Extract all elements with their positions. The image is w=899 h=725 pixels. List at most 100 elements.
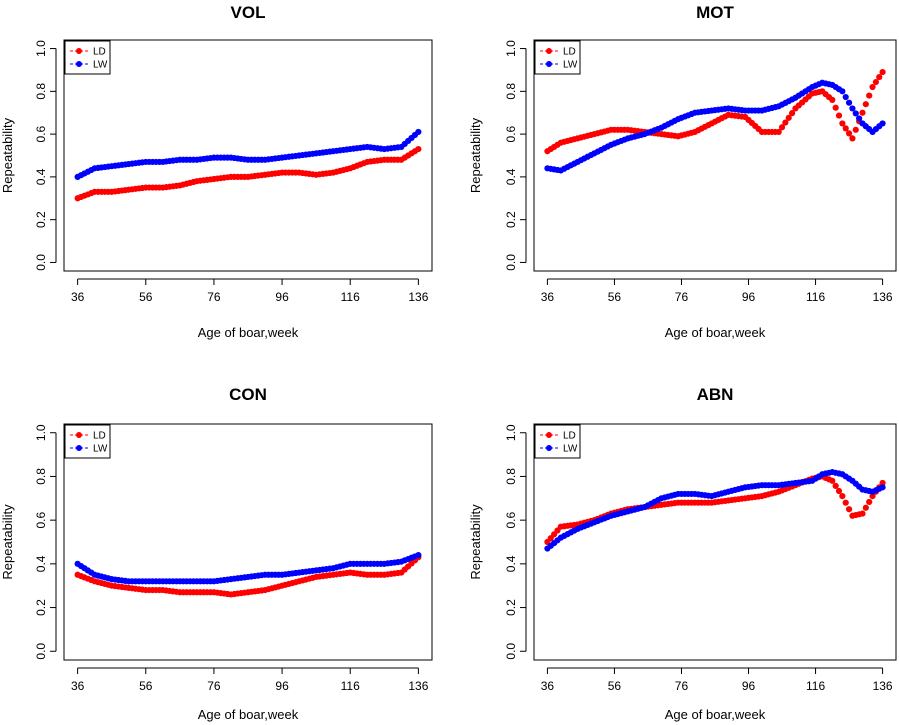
data-point bbox=[778, 124, 786, 131]
x-tick-label: 116 bbox=[341, 290, 360, 304]
series-ld bbox=[74, 554, 422, 598]
x-axis-label: Age of boar,week bbox=[198, 325, 299, 340]
x-tick-label: 136 bbox=[408, 679, 428, 693]
legend-label-lw: LW bbox=[563, 444, 578, 455]
y-tick-label: 1.0 bbox=[504, 424, 518, 441]
data-point bbox=[842, 499, 849, 506]
legend-box bbox=[534, 40, 581, 75]
plot-frame bbox=[533, 39, 897, 272]
x-tick-label: 56 bbox=[139, 290, 153, 304]
data-point bbox=[849, 105, 856, 112]
legend-marker-lw bbox=[76, 445, 82, 451]
x-tick-label: 76 bbox=[207, 679, 221, 693]
x-tick-label: 136 bbox=[408, 290, 428, 304]
data-point bbox=[876, 73, 883, 81]
y-tick-label: 0.0 bbox=[34, 254, 48, 271]
legend-label-ld: LD bbox=[93, 47, 106, 58]
data-point bbox=[782, 119, 789, 126]
legend: LD LW bbox=[64, 424, 111, 459]
y-tick-label: 0.2 bbox=[34, 211, 48, 228]
data-point bbox=[845, 99, 853, 106]
legend-marker-lw bbox=[546, 61, 552, 67]
series-ld bbox=[544, 473, 886, 546]
x-tick-label: 56 bbox=[608, 290, 622, 304]
y-tick-label: 0.4 bbox=[34, 555, 48, 572]
data-point bbox=[859, 510, 866, 517]
legend-marker-ld bbox=[546, 48, 552, 54]
data-point bbox=[862, 504, 869, 511]
x-tick-label: 96 bbox=[275, 290, 289, 304]
y-axis-label: Repeatability bbox=[468, 504, 483, 580]
data-point bbox=[415, 128, 422, 136]
y-tick-label: 0.0 bbox=[504, 643, 518, 660]
chart-title: MOT bbox=[696, 3, 734, 22]
x-tick-label: 36 bbox=[541, 290, 555, 304]
data-point bbox=[775, 128, 782, 136]
x-tick-label: 36 bbox=[541, 679, 555, 693]
legend-box bbox=[534, 424, 581, 459]
data-point bbox=[845, 130, 853, 137]
legend-marker-ld bbox=[546, 432, 552, 438]
y-axis-label: Repeatability bbox=[0, 504, 15, 580]
legend-label-ld: LD bbox=[563, 47, 576, 58]
y-tick-label: 0.6 bbox=[34, 125, 48, 142]
data-point bbox=[415, 552, 422, 559]
data-point bbox=[849, 135, 856, 142]
data-point bbox=[872, 78, 879, 86]
x-tick-label: 76 bbox=[207, 290, 221, 304]
panel-mot: MOT 36 56 76 96 116 136 0.0 0.2 0.4 0.6 0.8 1.0 Age o… bbox=[468, 3, 897, 340]
data-point bbox=[852, 126, 859, 133]
panel-abn: ABN 36 56 76 96 116 136 0.0 0.2 0.4 0.6 0.8 1.0 Age o… bbox=[468, 385, 897, 722]
y-tick-label: 0.2 bbox=[504, 599, 518, 616]
x-tick-label: 116 bbox=[806, 290, 825, 304]
data-point bbox=[788, 110, 796, 117]
y-tick-label: 0.2 bbox=[34, 599, 48, 616]
y-tick-label: 0.8 bbox=[504, 468, 518, 485]
data-point bbox=[832, 104, 839, 111]
y-tick-label: 0.4 bbox=[504, 555, 518, 572]
plot-frame bbox=[533, 423, 897, 661]
y-tick-label: 1.0 bbox=[34, 40, 48, 57]
legend-marker-lw bbox=[546, 445, 552, 451]
y-tick-label: 0.4 bbox=[34, 168, 48, 185]
data-point bbox=[869, 83, 876, 91]
data-point bbox=[829, 96, 836, 103]
x-tick-label: 116 bbox=[806, 679, 825, 693]
data-point bbox=[785, 114, 792, 121]
legend-label-lw: LW bbox=[563, 60, 578, 71]
legend-label-ld: LD bbox=[93, 431, 106, 442]
series-lw bbox=[544, 468, 886, 552]
y-tick-label: 0.6 bbox=[504, 511, 518, 528]
data-point bbox=[879, 68, 886, 76]
legend-label-ld: LD bbox=[563, 431, 576, 442]
data-point bbox=[832, 482, 839, 490]
legend: LD LW bbox=[64, 40, 111, 75]
data-point bbox=[879, 484, 886, 491]
legend-marker-ld bbox=[76, 48, 82, 54]
x-tick-label: 76 bbox=[675, 290, 689, 304]
data-point bbox=[839, 493, 846, 500]
x-axis-label: Age of boar,week bbox=[665, 325, 766, 340]
legend-label-lw: LW bbox=[93, 60, 108, 71]
plot-frame bbox=[63, 39, 433, 272]
x-tick-label: 36 bbox=[71, 290, 85, 304]
data-point bbox=[839, 120, 846, 127]
legend: LD LW bbox=[534, 40, 581, 75]
data-point bbox=[845, 506, 853, 513]
x-tick-label: 136 bbox=[873, 290, 893, 304]
x-axis-label: Age of boar,week bbox=[665, 707, 766, 722]
data-point bbox=[842, 125, 849, 132]
data-point bbox=[879, 120, 886, 127]
x-tick-label: 36 bbox=[71, 679, 85, 693]
y-axis-label: Repeatability bbox=[468, 117, 483, 193]
data-point bbox=[839, 88, 846, 95]
data-point bbox=[415, 145, 422, 153]
plot-frame bbox=[63, 423, 433, 661]
x-tick-label: 96 bbox=[742, 290, 756, 304]
data-point bbox=[835, 112, 843, 119]
series-lw bbox=[544, 79, 886, 174]
chart-title: VOL bbox=[231, 3, 266, 22]
legend-box bbox=[64, 424, 111, 459]
y-tick-label: 0.2 bbox=[504, 211, 518, 228]
data-point bbox=[859, 109, 866, 116]
